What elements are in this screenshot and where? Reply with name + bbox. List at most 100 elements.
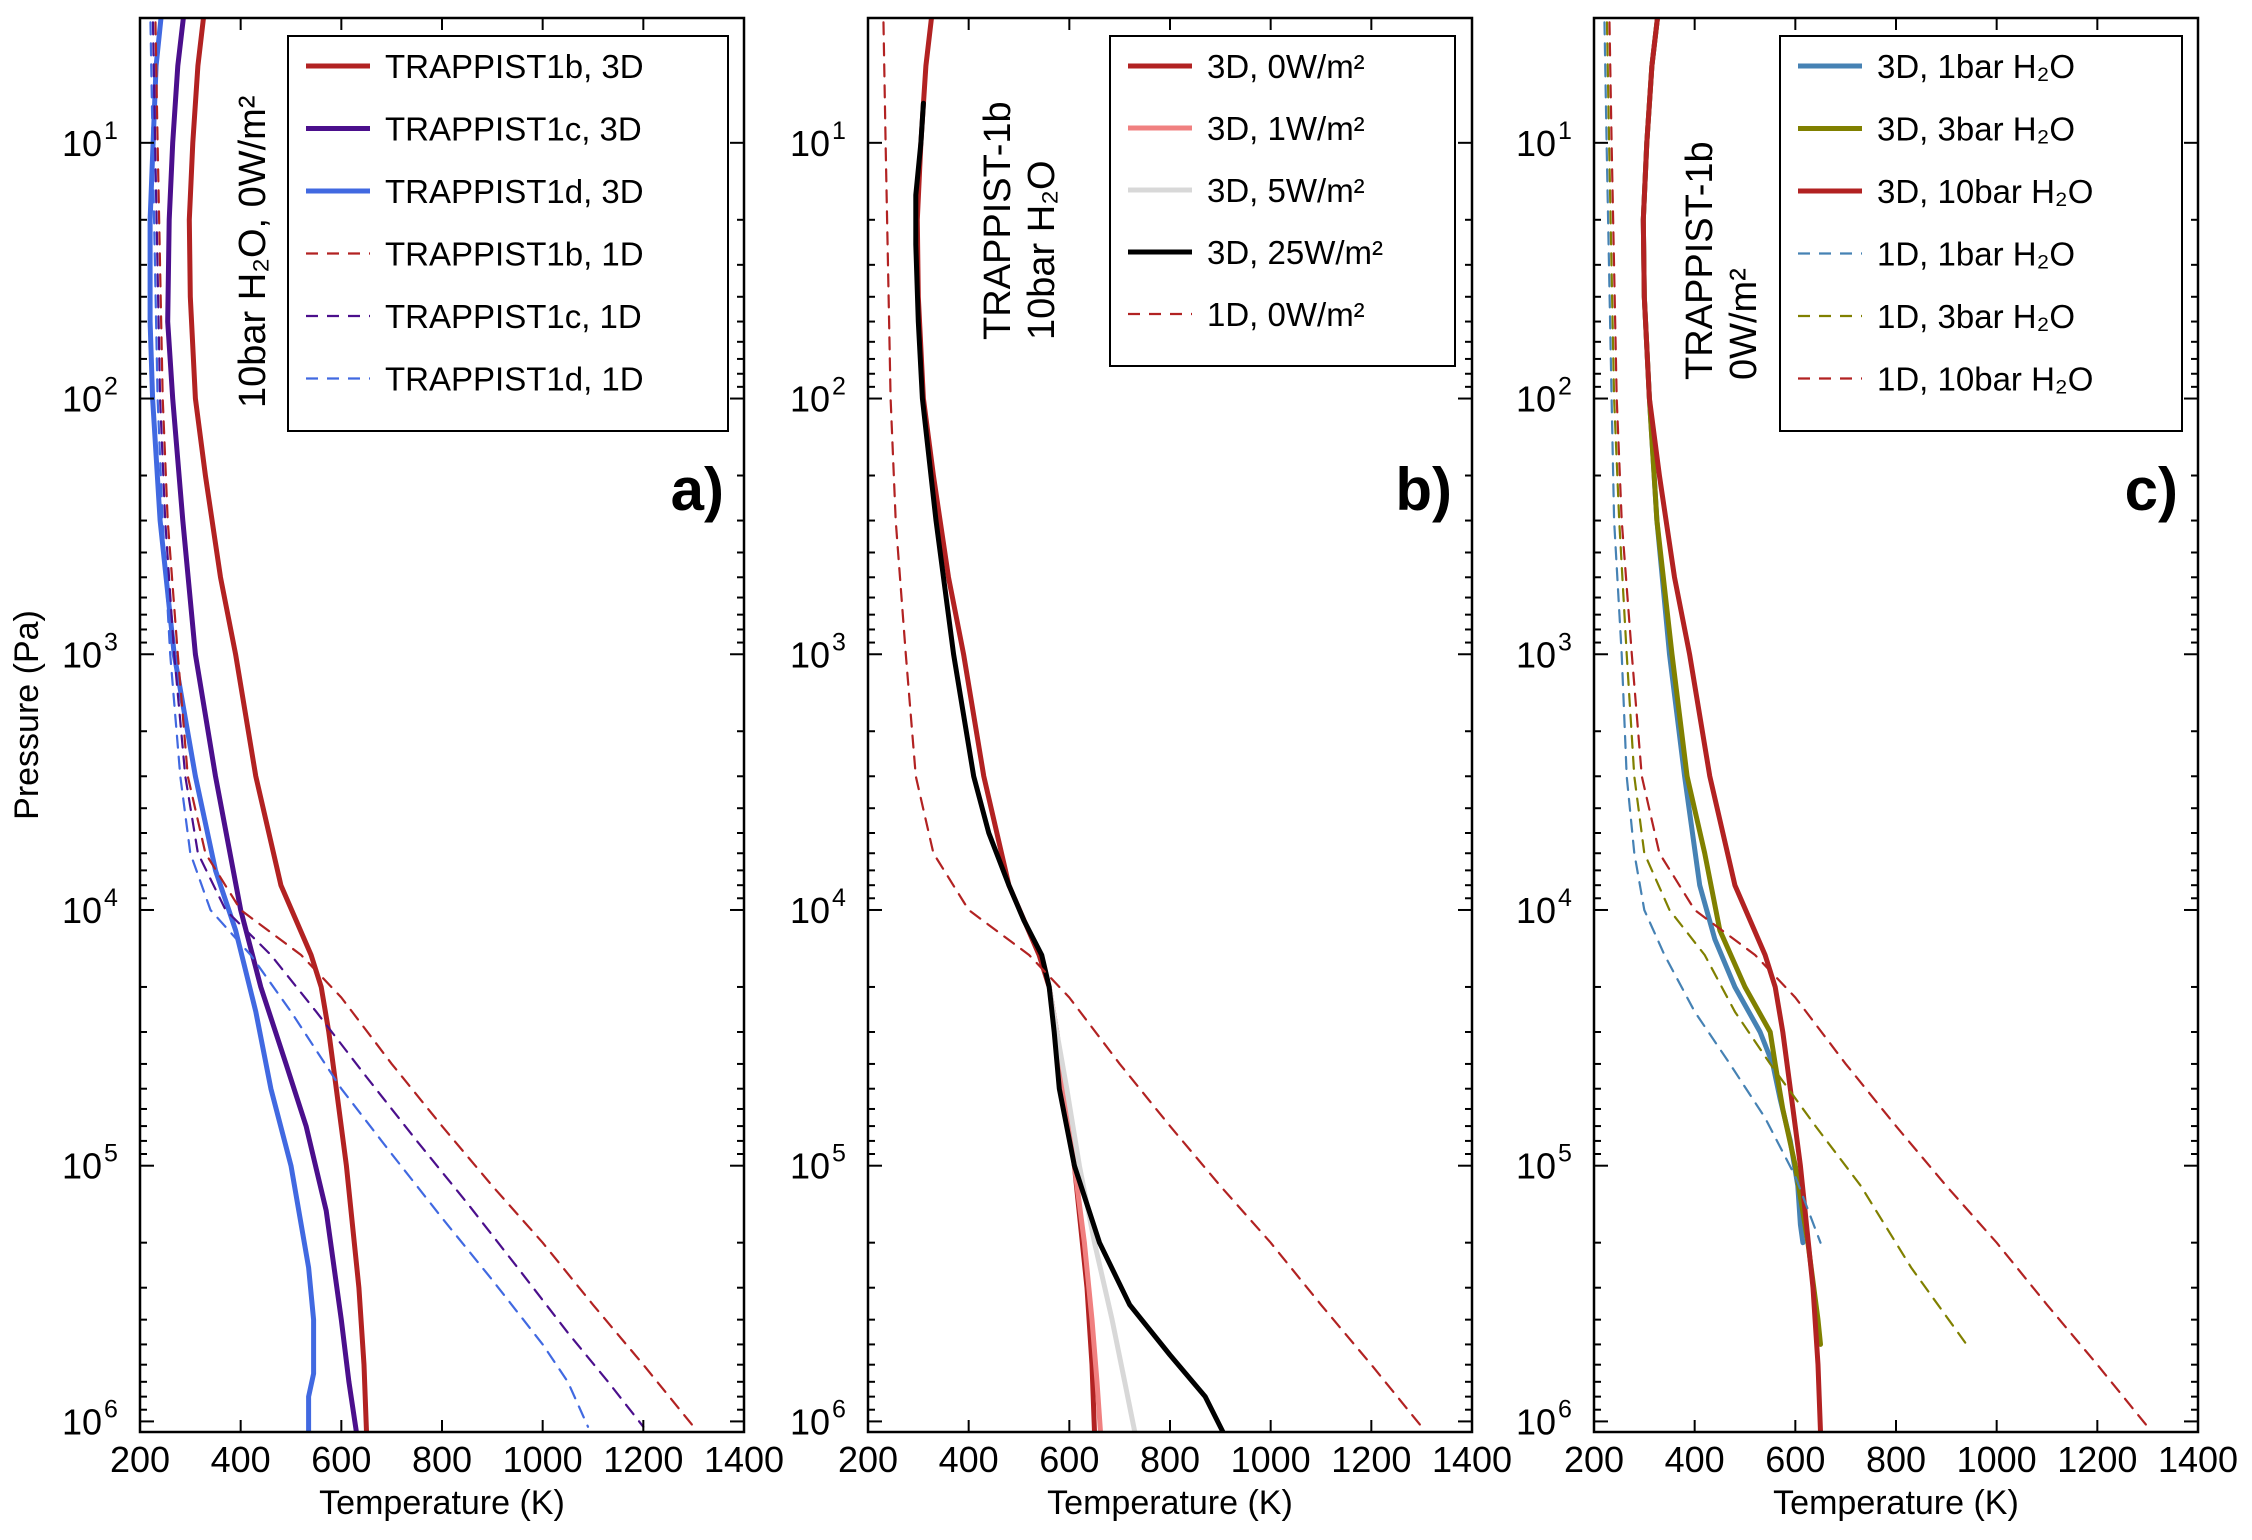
legend-label: 3D, 0W/m² [1207,48,1365,85]
series-line [149,18,590,1428]
x-tick-label: 1400 [704,1439,784,1480]
x-tick-label: 1000 [503,1439,583,1480]
series-group [147,18,695,1432]
y-tick-exponent: 2 [104,373,118,401]
y-tick-label: 10 [62,634,102,675]
legend-label: TRAPPIST1d, 3D [385,173,644,210]
series-line [154,18,695,1428]
panel-annotation: 10bar H₂O, 0W/m² [232,96,274,408]
legend-label: 3D, 25W/m² [1207,234,1383,271]
y-tick-label: 10 [62,379,102,420]
legend-label: 1D, 1bar H₂O [1877,236,2075,273]
series-line [186,18,369,1432]
x-axis-label: Temperature (K) [1773,1484,2019,1522]
legend-label: 3D, 10bar H₂O [1877,173,2093,210]
legend-box [1109,35,1456,367]
y-tick-label: 10 [62,1401,102,1442]
y-tick-exponent: 3 [1558,628,1572,656]
series-group [1603,18,2149,1432]
x-axis-label: Temperature (K) [319,1484,565,1522]
panel-letter: c) [2125,456,2178,523]
panel-letter: a) [671,456,724,523]
legend-label: TRAPPIST1c, 3D [385,111,642,148]
y-tick-exponent: 1 [104,117,118,145]
series-line [913,100,1226,1432]
x-tick-label: 200 [110,1439,170,1480]
legend-label: TRAPPIST1b, 3D [385,48,644,85]
x-tick-label: 1200 [1331,1439,1411,1480]
series-line [147,18,317,1432]
y-tick-label: 10 [790,379,830,420]
y-tick-exponent: 4 [832,884,846,912]
y-tick-exponent: 4 [1558,884,1572,912]
y-tick-label: 10 [1516,123,1556,164]
y-tick-label: 10 [1516,379,1556,420]
panel-annotation: TRAPPIST-1b [1679,141,1721,380]
y-tick-exponent: 4 [104,884,118,912]
legend-box [287,35,729,432]
legend-label: 3D, 1bar H₂O [1877,48,2075,85]
y-tick-exponent: 3 [104,628,118,656]
y-tick-label: 10 [1516,1146,1556,1187]
y-tick-label: 10 [790,634,830,675]
legend-label: TRAPPIST1d, 1D [385,361,644,398]
y-tick-exponent: 5 [832,1140,846,1168]
series-line [1603,18,1822,1244]
x-tick-label: 1000 [1231,1439,1311,1480]
legend-box [1779,35,2183,432]
y-tick-label: 10 [1516,1401,1556,1442]
y-tick-exponent: 6 [104,1395,118,1423]
legend-label: 1D, 0W/m² [1207,296,1365,333]
series-line [1640,18,1823,1432]
x-tick-label: 800 [1140,1439,1200,1480]
x-tick-label: 200 [1564,1439,1624,1480]
x-tick-label: 200 [838,1439,898,1480]
panel-letter: b) [1395,456,1452,523]
y-tick-label: 10 [62,123,102,164]
y-tick-label: 10 [790,123,830,164]
y-tick-exponent: 2 [832,373,846,401]
panel-annotation: 10bar H₂O [1021,161,1063,341]
x-tick-label: 800 [1866,1439,1926,1480]
legend-label: 3D, 3bar H₂O [1877,111,2075,148]
x-tick-label: 600 [1765,1439,1825,1480]
y-axis-label: Pressure (Pa) [8,610,46,820]
x-axis-label: Temperature (K) [1047,1484,1293,1522]
x-tick-label: 1200 [2057,1439,2137,1480]
y-tick-exponent: 2 [1558,373,1572,401]
series-line [1605,18,1968,1346]
panel-annotation: 0W/m² [1723,268,1765,380]
y-tick-exponent: 5 [104,1140,118,1168]
legend-label: TRAPPIST1b, 1D [385,236,644,273]
series-line [151,18,645,1428]
series-line [165,18,359,1432]
series-group [882,18,1423,1432]
series-line [882,18,1423,1428]
x-tick-label: 400 [211,1439,271,1480]
x-tick-label: 400 [939,1439,999,1480]
legend-label: 1D, 10bar H₂O [1877,361,2093,398]
panel-annotation: TRAPPIST-1b [977,101,1019,340]
y-tick-label: 10 [790,1146,830,1187]
legend-label: 3D, 5W/m² [1207,172,1365,209]
y-tick-label: 10 [1516,634,1556,675]
y-tick-exponent: 3 [832,628,846,656]
x-tick-label: 600 [311,1439,371,1480]
x-tick-label: 1400 [1432,1439,1512,1480]
y-tick-label: 10 [790,1401,830,1442]
x-tick-label: 1000 [1957,1439,2037,1480]
legend-label: 1D, 3bar H₂O [1877,298,2075,335]
legend-label: TRAPPIST1c, 1D [385,298,642,335]
y-tick-exponent: 1 [832,117,846,145]
y-tick-label: 10 [62,890,102,931]
x-tick-label: 1200 [603,1439,683,1480]
y-tick-label: 10 [62,1146,102,1187]
legend-label: 3D, 1W/m² [1207,110,1365,147]
x-tick-label: 800 [412,1439,472,1480]
x-tick-label: 600 [1039,1439,1099,1480]
y-tick-exponent: 6 [1558,1395,1572,1423]
